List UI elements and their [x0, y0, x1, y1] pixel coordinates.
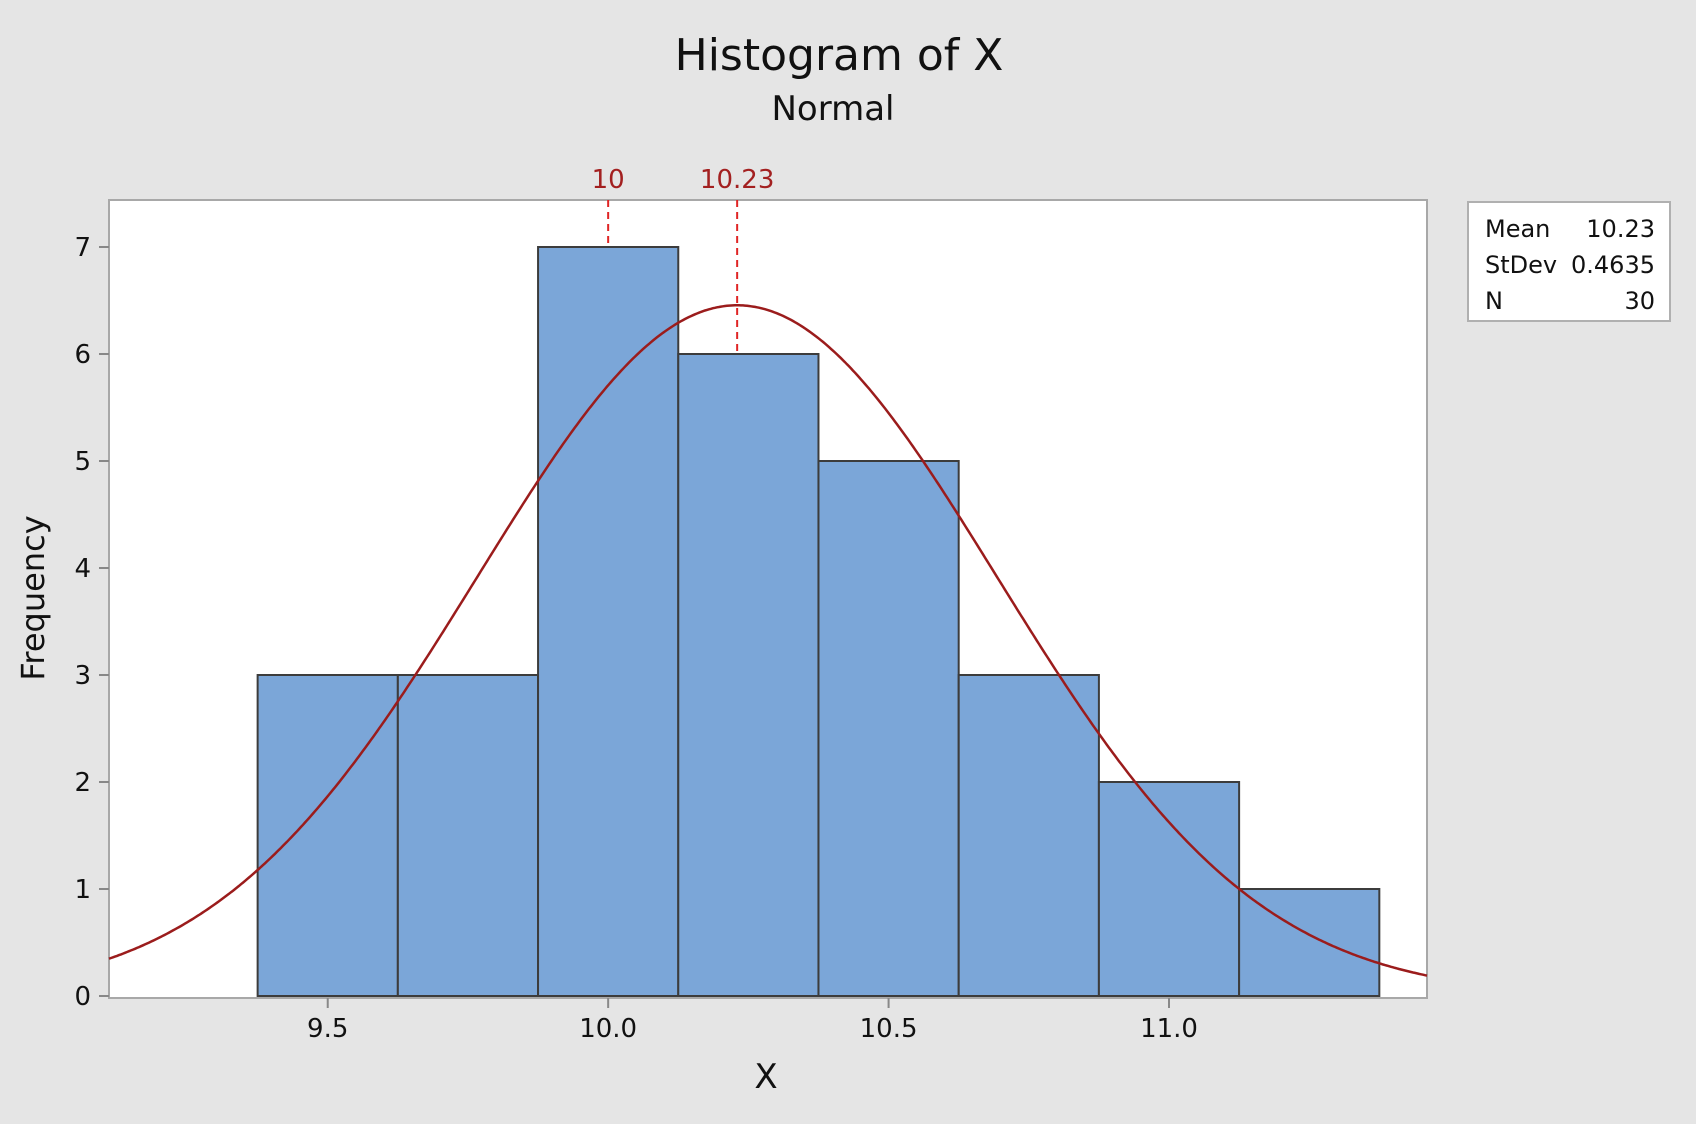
x-tick-label: 9.5 — [307, 1014, 348, 1044]
y-tick-label: 5 — [74, 447, 91, 477]
histogram-bar — [677, 353, 820, 997]
x-tick-label: 10.5 — [860, 1014, 918, 1044]
histogram-bar — [957, 674, 1100, 997]
legend-row-mean: Mean 10.23 — [1485, 211, 1655, 247]
y-tick-label: 1 — [74, 875, 91, 905]
legend-row-stdev: StDev 0.4635 — [1485, 247, 1655, 283]
legend-label: StDev — [1485, 251, 1558, 279]
legend-value: 10.23 — [1586, 215, 1655, 243]
legend-label: Mean — [1485, 215, 1551, 243]
legend-value: 0.4635 — [1571, 251, 1655, 279]
histogram-bar — [396, 674, 540, 997]
y-axis-label: Frequency — [14, 515, 52, 680]
y-tick-label: 7 — [74, 233, 91, 263]
y-tick-label: 4 — [74, 554, 91, 584]
normal-fit-curve — [108, 304, 1428, 977]
histogram-bar — [537, 246, 680, 997]
x-axis-label: X — [754, 1057, 777, 1097]
histogram-bar — [1097, 781, 1241, 997]
legend-value: 30 — [1624, 287, 1655, 315]
reference-line-label: 10.23 — [700, 165, 774, 195]
histogram-bar — [256, 674, 399, 997]
x-tick-label: 10.0 — [579, 1014, 637, 1044]
chart-title: Histogram of X — [675, 30, 1004, 81]
stats-legend: Mean 10.23 StDev 0.4635 N 30 — [1467, 201, 1671, 322]
reference-line-label: 10 — [592, 165, 625, 195]
x-tick-label: 11.0 — [1140, 1014, 1198, 1044]
y-tick-label: 2 — [74, 768, 91, 798]
legend-label: N — [1485, 287, 1503, 315]
y-tick-label: 0 — [74, 982, 91, 1012]
legend-row-n: N 30 — [1485, 283, 1655, 319]
y-tick-label: 3 — [74, 661, 91, 691]
y-tick-label: 6 — [74, 340, 91, 370]
chart-subtitle: Normal — [771, 89, 894, 129]
histogram-bar — [817, 460, 960, 997]
